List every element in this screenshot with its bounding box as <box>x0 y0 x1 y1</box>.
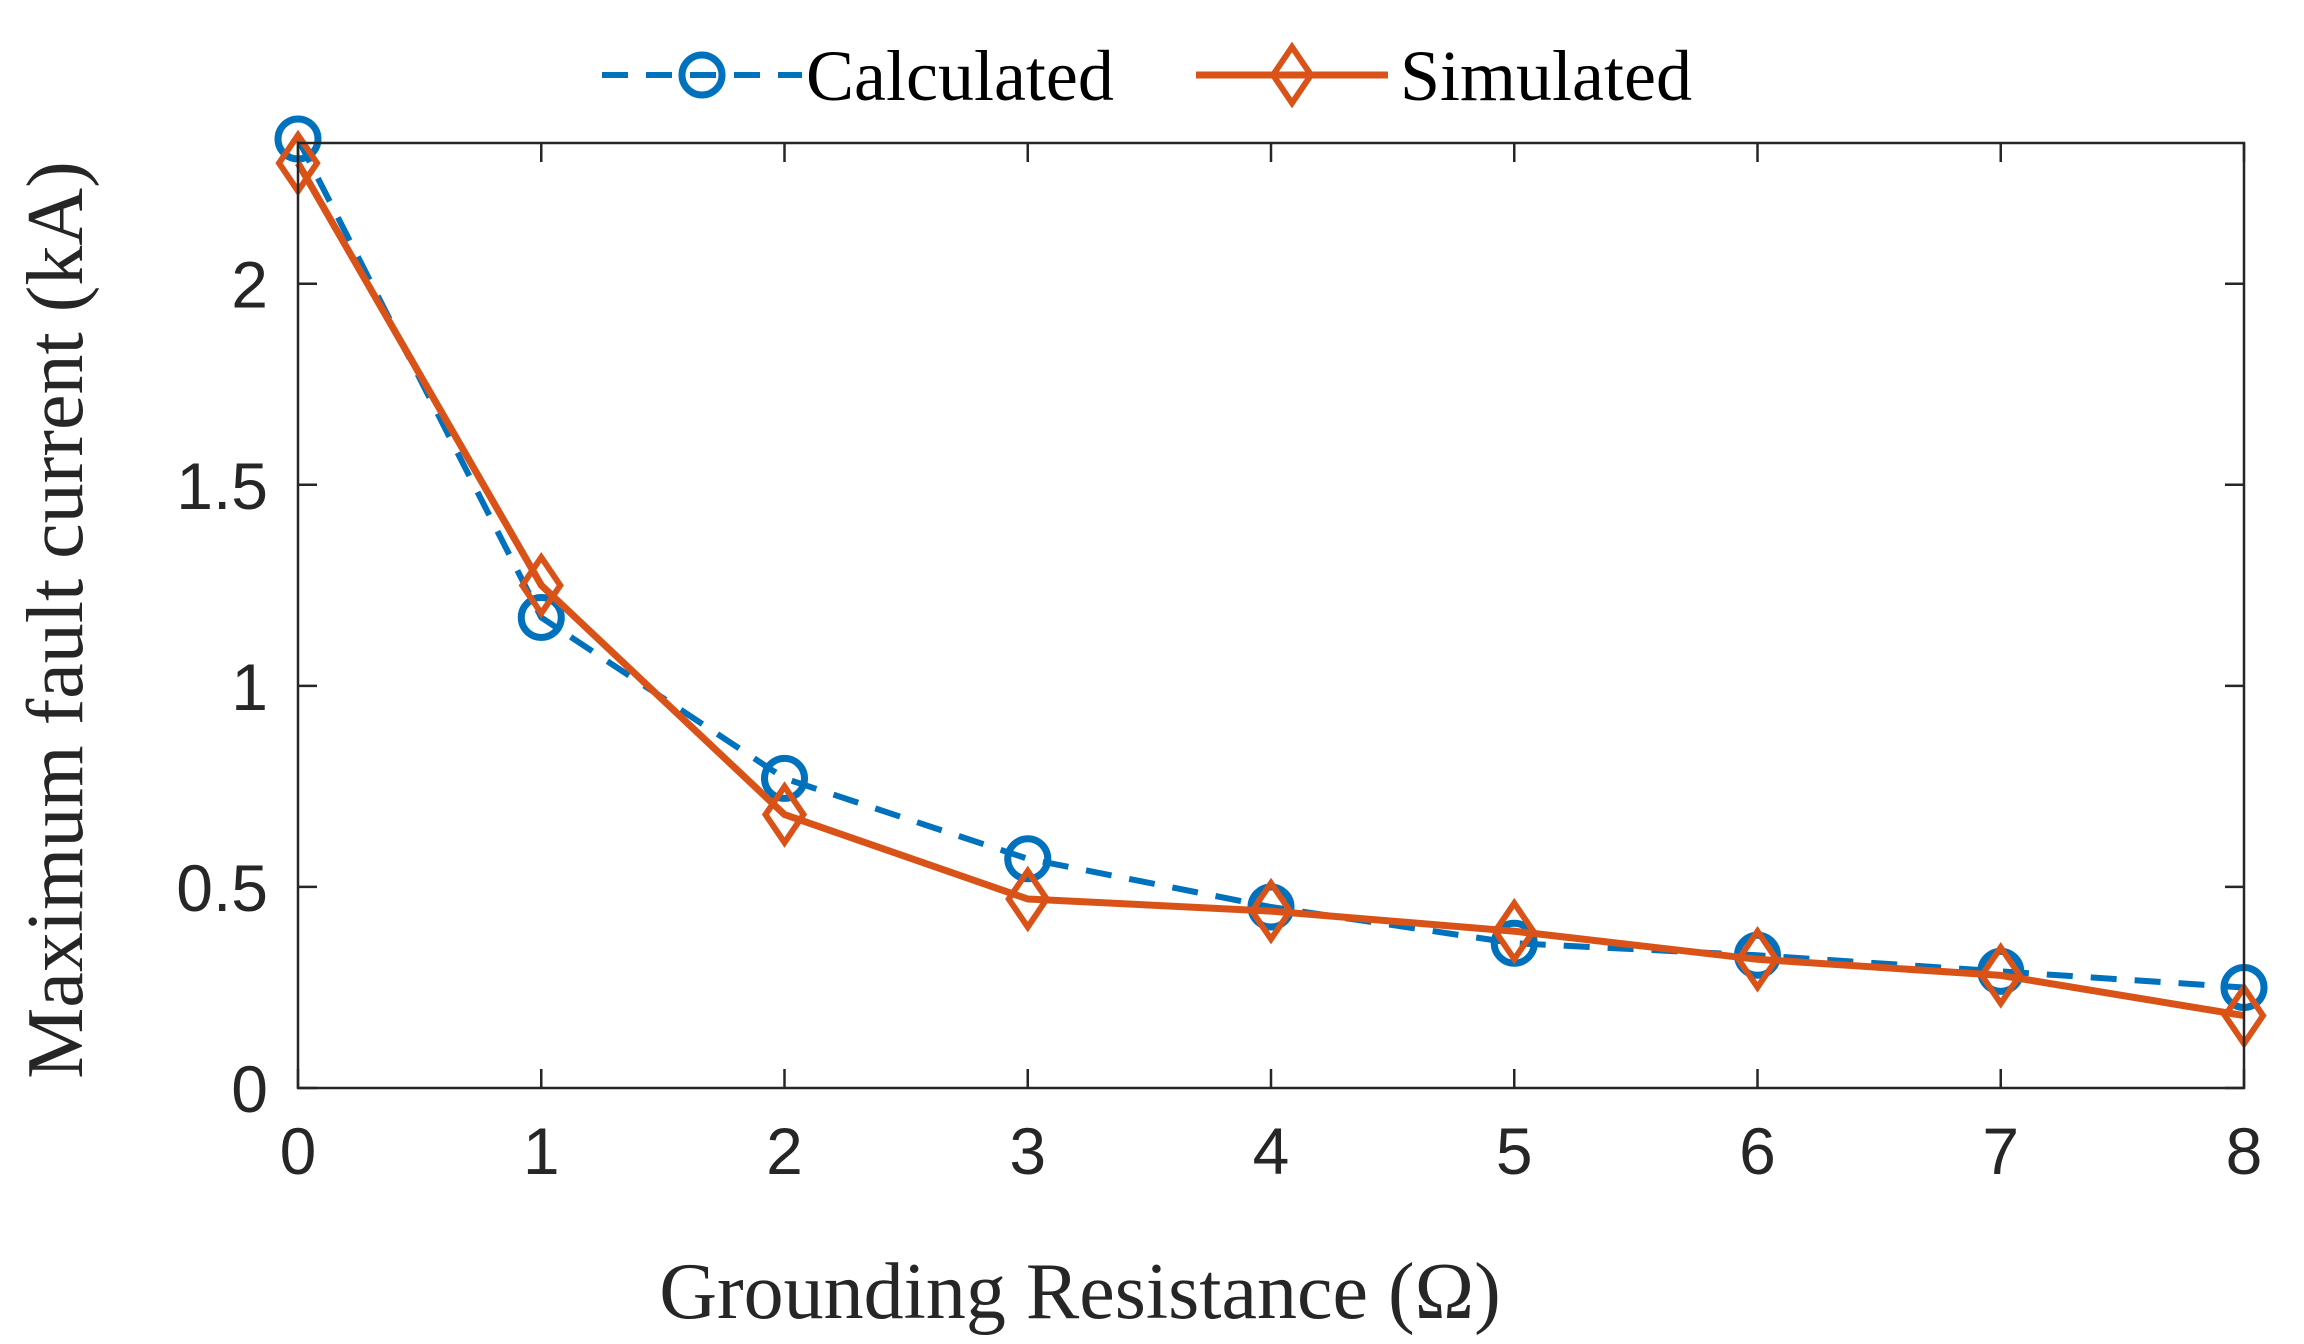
legend-item-calculated: Calculated <box>602 36 1114 116</box>
legend-label-calculated: Calculated <box>806 36 1114 116</box>
x-tick-label: 8 <box>2226 1114 2263 1188</box>
data-point-calculated <box>761 754 808 802</box>
axes: 0 1 2 3 4 5 6 7 8 0 0.5 1 1.5 2 <box>176 141 2263 1188</box>
data-point-simulated <box>1491 897 1537 965</box>
legend-marker-calculated <box>678 51 726 99</box>
data-point-simulated <box>1248 877 1294 945</box>
y-tick-label: 1 <box>231 650 268 724</box>
x-tick-label: 4 <box>1253 1114 1290 1188</box>
data-point-simulated <box>1005 865 1051 933</box>
series-line-simulated <box>294 161 2245 1020</box>
x-tick-label: 2 <box>766 1114 803 1188</box>
series-line-calculated <box>295 137 2245 991</box>
data-point-simulated <box>1734 925 1781 993</box>
x-tick-label: 0 <box>280 1114 317 1188</box>
x-tick-label: 1 <box>523 1114 560 1188</box>
y-tick-label: 1.5 <box>176 449 268 523</box>
x-tick-label: 7 <box>1982 1114 2019 1188</box>
legend: Calculated Simulated <box>602 36 1692 116</box>
series-simulated <box>275 129 2267 1049</box>
legend-marker-simulated <box>1269 41 1315 109</box>
y-axis-title: Maximum fault current (kA) <box>12 161 100 1079</box>
x-axis-title: Grounding Resistance (Ω) <box>659 1248 1500 1336</box>
data-point-simulated <box>761 781 808 848</box>
data-point-simulated <box>518 551 564 619</box>
data-point-calculated <box>517 594 565 642</box>
data-point-simulated <box>1978 942 2024 1009</box>
y-tick-label: 0 <box>231 1052 268 1126</box>
y-tick-label: 2 <box>231 248 268 322</box>
x-tick-label: 3 <box>1009 1114 1046 1188</box>
legend-item-simulated: Simulated <box>1196 36 1692 116</box>
y-tick-label: 0.5 <box>176 851 268 925</box>
x-tick-label: 6 <box>1739 1114 1776 1188</box>
legend-label-simulated: Simulated <box>1400 36 1692 116</box>
x-tick-label: 5 <box>1496 1114 1533 1188</box>
data-point-calculated <box>1004 835 1052 883</box>
